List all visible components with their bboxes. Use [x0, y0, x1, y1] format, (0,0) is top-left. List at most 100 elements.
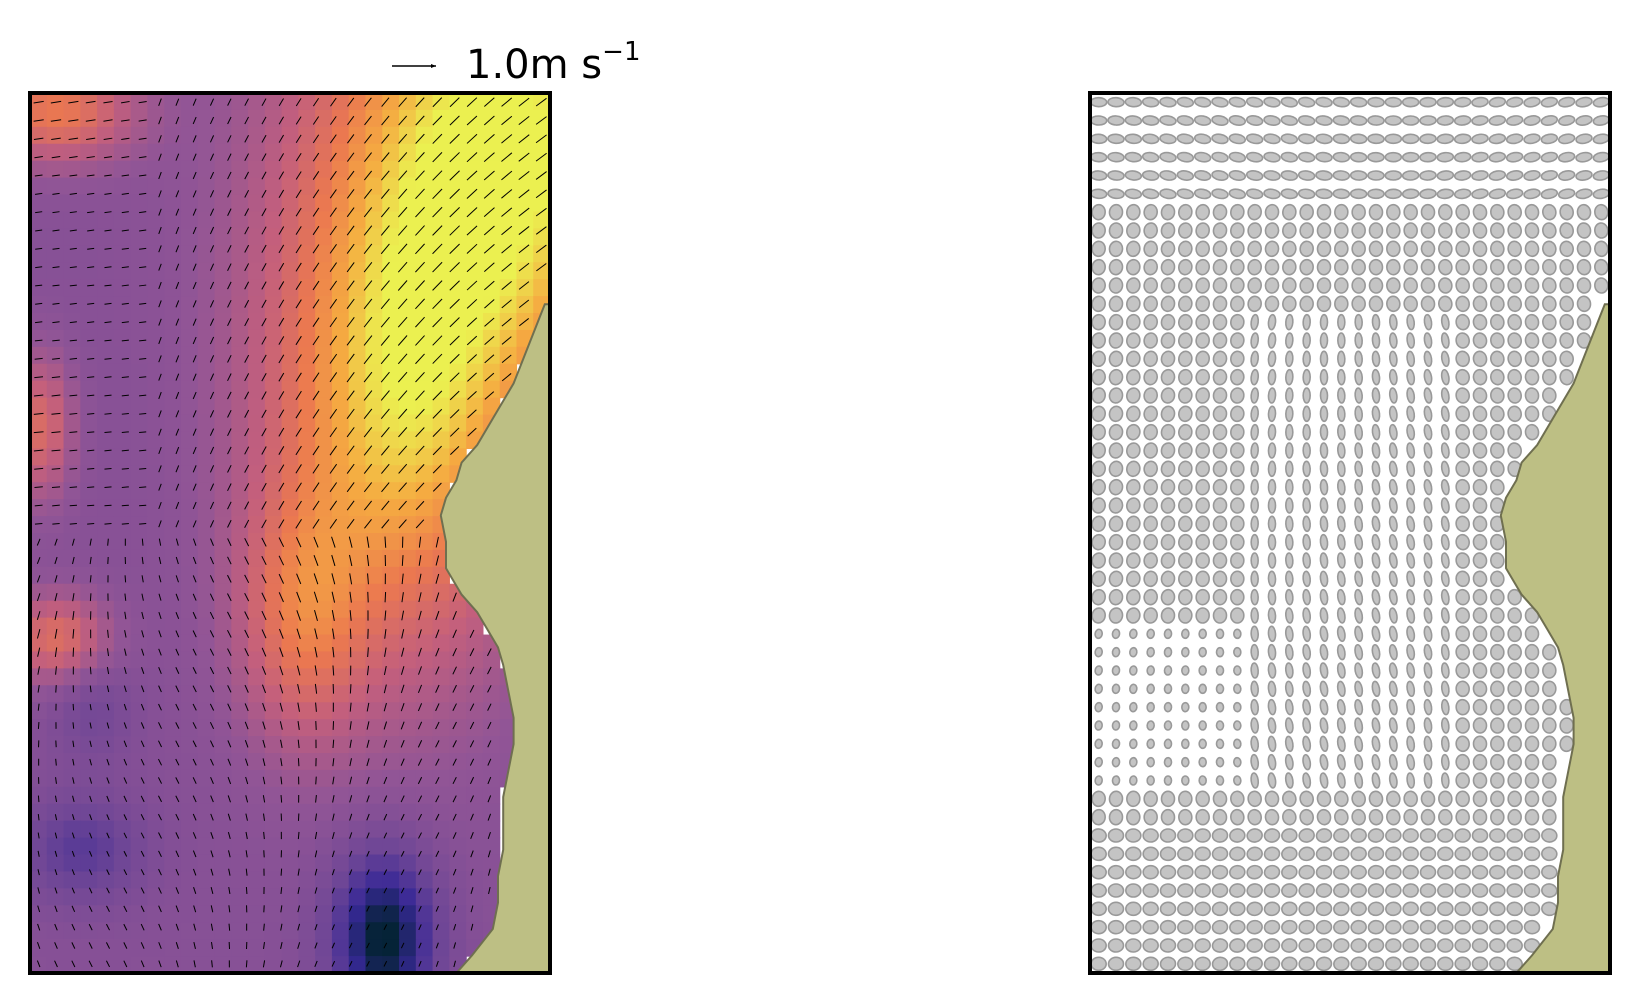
velocity-vector — [366, 795, 370, 803]
velocity-vector — [244, 336, 250, 345]
velocity-vector — [175, 758, 180, 766]
heatmap-cell — [80, 431, 98, 449]
velocity-vector — [453, 923, 457, 931]
velocity-vector — [329, 225, 337, 236]
heatmap-cell — [214, 583, 232, 602]
velocity-vector — [346, 427, 355, 438]
velocity-vector — [466, 280, 478, 291]
heatmap-cell — [315, 211, 333, 229]
heatmap-cell — [482, 363, 501, 382]
velocity-vector — [262, 702, 266, 712]
variance-ellipse — [1267, 772, 1277, 789]
velocity-vector — [366, 832, 370, 839]
velocity-vector — [383, 869, 388, 876]
variance-ellipse — [1488, 151, 1507, 163]
variance-ellipse — [1490, 350, 1505, 368]
velocity-vector — [518, 281, 530, 290]
variance-ellipse — [1490, 258, 1505, 276]
heatmap-cell — [130, 956, 149, 973]
variance-ellipse — [1455, 295, 1470, 313]
variance-ellipse — [1280, 188, 1299, 200]
heatmap-cell — [180, 431, 199, 449]
heatmap-cell — [499, 194, 518, 213]
variance-ellipse — [1267, 533, 1277, 551]
velocity-vector — [107, 629, 109, 638]
heatmap-cell — [97, 414, 115, 433]
heatmap-cell — [130, 786, 149, 805]
svg-text:1.0m s−1: 1.0m s−1 — [466, 37, 640, 88]
heatmap-cell — [516, 262, 534, 280]
heatmap-cell — [30, 651, 48, 669]
heatmap-cell — [197, 177, 216, 196]
variance-ellipse — [1440, 313, 1450, 331]
heatmap-cell — [30, 279, 48, 297]
variance-ellipse — [1302, 753, 1312, 771]
variance-ellipse — [1212, 368, 1228, 386]
heatmap-cell — [214, 939, 232, 957]
variance-ellipse — [1141, 133, 1160, 145]
heatmap-cell — [348, 854, 367, 873]
velocity-vector — [245, 886, 248, 895]
velocity-vector — [483, 152, 495, 163]
variance-ellipse — [1245, 115, 1264, 126]
heatmap-cell — [164, 516, 182, 534]
variance-ellipse — [1401, 133, 1420, 145]
velocity-vector — [262, 739, 266, 748]
variance-ellipse — [1233, 646, 1242, 658]
variance-ellipse — [1419, 170, 1437, 181]
heatmap-cell — [80, 482, 98, 500]
heatmap-cell — [180, 820, 199, 839]
variance-ellipse — [1195, 570, 1210, 588]
variance-ellipse — [1107, 96, 1125, 108]
variance-ellipse — [1091, 240, 1106, 258]
variance-ellipse — [1181, 720, 1190, 731]
variance-ellipse — [1371, 662, 1381, 679]
heatmap-cell — [482, 820, 501, 839]
variance-ellipse — [1247, 258, 1262, 276]
velocity-vector — [418, 924, 422, 931]
heatmap-cell — [331, 736, 350, 754]
heatmap-cell — [298, 837, 316, 856]
velocity-vector — [209, 575, 215, 583]
heatmap-cell — [63, 905, 81, 923]
velocity-vector — [366, 960, 370, 967]
velocity-vector — [280, 923, 283, 931]
velocity-vector — [124, 611, 127, 620]
velocity-vector — [347, 115, 355, 126]
velocity-vector — [297, 850, 300, 858]
heatmap-cell — [281, 803, 299, 822]
velocity-vector — [87, 523, 95, 525]
heatmap-cell — [399, 262, 417, 280]
velocity-vector — [69, 449, 78, 452]
heatmap-cell — [30, 109, 48, 128]
velocity-vector — [312, 409, 320, 419]
variance-ellipse — [1354, 772, 1364, 789]
variance-ellipse — [1230, 478, 1245, 496]
velocity-vector — [192, 263, 197, 271]
velocity-vector — [210, 758, 214, 766]
velocity-vector — [449, 317, 460, 328]
velocity-vector — [193, 960, 196, 968]
velocity-vector — [435, 536, 439, 548]
velocity-vector — [209, 116, 215, 125]
variance-ellipse — [1250, 570, 1259, 588]
velocity-vector — [383, 924, 388, 931]
heatmap-cell — [180, 956, 199, 973]
variance-ellipse — [1160, 588, 1176, 606]
variance-ellipse — [1108, 295, 1124, 313]
variance-ellipse — [1315, 96, 1333, 108]
variance-ellipse — [1367, 919, 1385, 935]
variance-ellipse — [1455, 625, 1470, 643]
velocity-vector — [432, 206, 443, 218]
heatmap-cell — [365, 228, 383, 246]
heatmap-cell — [80, 719, 98, 737]
variance-ellipse — [1540, 115, 1559, 126]
heatmap-cell — [382, 651, 400, 669]
heatmap-cell — [197, 786, 216, 805]
variance-ellipse — [1540, 96, 1559, 108]
heatmap-cell — [315, 279, 333, 297]
velocity-vector — [487, 740, 492, 748]
heatmap-cell — [248, 533, 266, 551]
heatmap-cell — [130, 126, 149, 145]
variance-ellipse — [1198, 665, 1207, 676]
